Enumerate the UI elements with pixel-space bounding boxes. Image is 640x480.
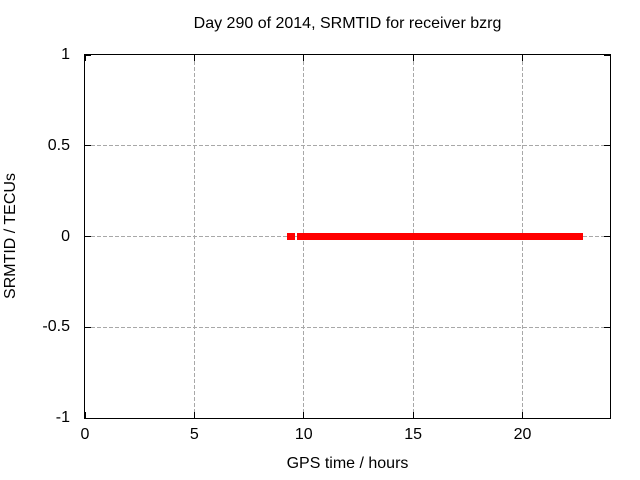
- x-axis-label: GPS time / hours: [286, 455, 409, 472]
- y-tick: [604, 54, 610, 56]
- x-tick: [193, 412, 195, 418]
- x-tick: [303, 55, 305, 61]
- y-tick: [85, 145, 91, 147]
- chart-title: Day 290 of 2014, SRMTID for receiver bzr…: [193, 15, 502, 32]
- x-tick-label: 15: [404, 426, 423, 443]
- y-tick: [85, 417, 91, 419]
- y-tick: [85, 326, 91, 328]
- x-tick: [303, 412, 305, 418]
- y-tick: [604, 326, 610, 328]
- y-tick-label: -1: [55, 409, 70, 426]
- y-gridline: [85, 326, 610, 328]
- x-tick: [84, 412, 86, 418]
- y-tick-label: 1: [61, 46, 70, 63]
- y-tick: [604, 145, 610, 147]
- x-tick-label: 5: [189, 426, 199, 443]
- x-tick: [193, 55, 195, 61]
- y-tick: [85, 236, 91, 237]
- y-tick: [604, 417, 610, 419]
- y-tick: [85, 54, 91, 56]
- x-tick: [84, 55, 86, 61]
- x-tick: [522, 55, 523, 61]
- y-tick-label: 0.5: [47, 136, 70, 154]
- x-tick: [522, 412, 523, 418]
- y-tick: [604, 236, 610, 237]
- y-axis-label: SRMTID / TECUs: [2, 173, 19, 299]
- x-tick: [412, 55, 414, 61]
- plot-area: 0 5 10 15 20 1 0.5 0 -0.5 -1: [42, 47, 611, 443]
- data-segment: [296, 233, 584, 240]
- x-tick-label: 20: [513, 426, 532, 443]
- y-tick-label: 0: [61, 227, 70, 245]
- y-tick-label: -0.5: [42, 318, 70, 336]
- data-segment: [286, 233, 295, 240]
- x-tick-label: 0: [80, 426, 90, 443]
- x-tick: [412, 412, 414, 418]
- y-gridline: [85, 145, 610, 147]
- x-tick-label: 10: [294, 426, 313, 443]
